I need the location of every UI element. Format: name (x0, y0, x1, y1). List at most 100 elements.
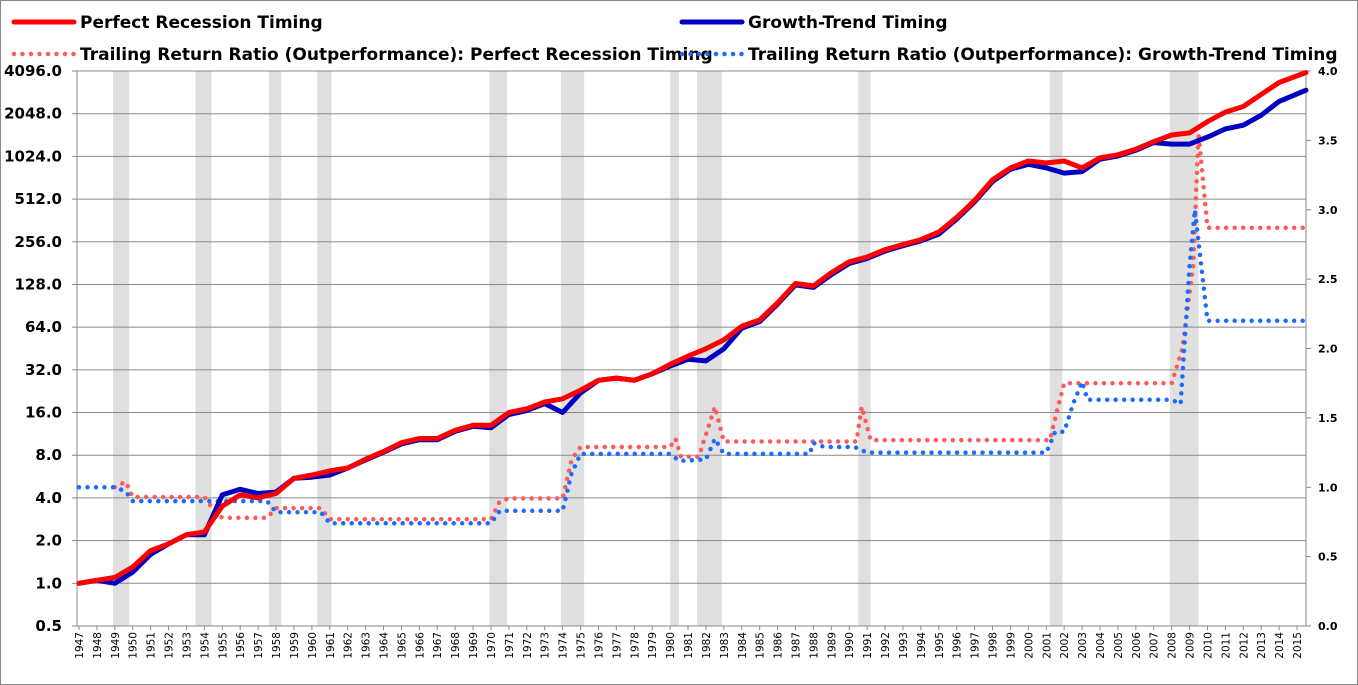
left-tick-label: 32.0 (25, 361, 62, 379)
x-tick-label: 1978 (629, 632, 641, 659)
x-tick-label: 2012 (1238, 632, 1250, 659)
x-tick-label: 1983 (719, 632, 731, 659)
x-tick-label: 1972 (522, 632, 534, 659)
x-tick-label: 2011 (1220, 632, 1232, 659)
x-tick-label: 2005 (1113, 632, 1125, 659)
x-tick-label: 1949 (110, 632, 122, 659)
recession-band (195, 71, 212, 626)
x-tick-label: 1957 (253, 632, 265, 659)
right-tick-label: 0.0 (1318, 620, 1338, 633)
x-tick-label: 1975 (576, 632, 588, 659)
x-tick-label: 1960 (307, 632, 319, 659)
x-tick-label: 1948 (92, 632, 104, 659)
x-tick-label: 1999 (1005, 632, 1017, 659)
recession-band (1049, 71, 1063, 626)
x-tick-label: 2003 (1077, 632, 1089, 659)
x-tick-label: 1954 (199, 632, 211, 659)
x-tick-label: 1951 (146, 632, 158, 659)
recession-band (113, 71, 130, 626)
left-tick-label: 2048.0 (4, 105, 62, 123)
series-line-2 (112, 131, 1309, 522)
recession-band (268, 71, 282, 626)
left-tick-label: 128.0 (15, 275, 62, 293)
x-tick-label: 1980 (665, 632, 677, 659)
x-tick-label: 1981 (683, 632, 695, 659)
x-tick-label: 1967 (432, 632, 444, 659)
left-tick-label: 64.0 (25, 318, 62, 336)
x-tick-label: 1992 (880, 632, 892, 659)
right-tick-label: 2.5 (1318, 273, 1338, 286)
series-line-1 (76, 87, 1309, 586)
recession-band (560, 71, 585, 626)
series-line-3 (76, 207, 1309, 526)
x-tick-label: 2014 (1274, 632, 1286, 659)
x-tick-label: 2008 (1167, 632, 1179, 659)
x-tick-label: 1982 (701, 632, 713, 659)
series-line-0 (76, 70, 1309, 586)
left-tick-label: 4.0 (35, 489, 62, 507)
x-tick-label: 1993 (898, 632, 910, 659)
left-tick-label: 512.0 (15, 190, 62, 208)
x-tick-label: 1965 (396, 632, 408, 659)
x-tick-label: 1950 (128, 632, 140, 659)
right-tick-label: 3.0 (1318, 204, 1338, 217)
x-tick-label: 2004 (1095, 632, 1107, 659)
left-tick-label: 256.0 (15, 233, 62, 251)
legend-label-3: Trailing Return Ratio (Outperformance): … (748, 45, 1338, 65)
x-tick-label: 2015 (1292, 632, 1304, 659)
left-tick-label: 2.0 (35, 532, 62, 550)
right-tick-label: 2.0 (1318, 343, 1338, 356)
right-tick-label: 4.0 (1318, 65, 1338, 78)
x-tick-label: 1990 (844, 632, 856, 659)
x-tick-label: 1970 (486, 632, 498, 659)
x-tick-label: 2010 (1202, 632, 1214, 659)
axes: 0.5 1.0 2.0 4.0 8.0 16.0 32.0 64.0 128.0 256.0 512… (4, 62, 1338, 659)
x-tick-label: 1974 (558, 632, 570, 659)
x-tick-label: 1962 (343, 632, 355, 659)
x-tick-label: 1977 (611, 632, 623, 659)
recession-band (489, 71, 508, 626)
x-tick-label: 1968 (450, 632, 462, 659)
x-tick-label: 1996 (952, 632, 964, 659)
x-tick-label: 2007 (1149, 632, 1161, 659)
x-tick-label: 1961 (325, 632, 337, 659)
x-tick-label: 2002 (1059, 632, 1071, 659)
right-tick-label: 3.5 (1318, 134, 1338, 147)
recession-band (1169, 71, 1199, 626)
x-tick-label: 1953 (181, 632, 193, 659)
x-tick-label: 1997 (970, 632, 982, 659)
x-tick-label: 1998 (988, 632, 1000, 659)
recession-bands (113, 71, 1199, 626)
left-tick-label: 8.0 (35, 446, 62, 464)
left-tick-label: 4096.0 (4, 62, 62, 80)
series-lines (76, 70, 1309, 586)
x-tick-label: 1958 (271, 632, 283, 659)
x-tick-label: 2013 (1256, 632, 1268, 659)
x-tick-label: 1988 (808, 632, 820, 659)
x-tick-label: 1979 (647, 632, 659, 659)
x-tick-label: 1969 (468, 632, 480, 659)
legend: Perfect Recession Timing Growth-Trend Tim… (11, 13, 1338, 65)
recession-band (670, 71, 680, 626)
x-tick-label: 1989 (826, 632, 838, 659)
x-tick-label: 1976 (593, 632, 605, 659)
recession-band (858, 71, 871, 626)
legend-label-0: Perfect Recession Timing (80, 13, 323, 33)
left-tick-label: 1024.0 (4, 147, 62, 165)
legend-label-2: Trailing Return Ratio (Outperformance): … (80, 45, 713, 65)
legend-label-1: Growth-Trend Timing (748, 13, 948, 33)
right-tick-label: 1.5 (1318, 412, 1338, 425)
x-tick-label: 1956 (235, 632, 247, 659)
x-tick-label: 2006 (1131, 632, 1143, 659)
left-tick-label: 16.0 (25, 404, 62, 422)
x-tick-label: 1963 (361, 632, 373, 659)
x-tick-label: 1991 (862, 632, 874, 659)
left-tick-label: 1.0 (35, 574, 62, 592)
x-tick-label: 1995 (934, 632, 946, 659)
x-tick-label: 1955 (217, 632, 229, 659)
gridlines (77, 70, 1306, 584)
right-tick-label: 0.5 (1318, 551, 1338, 564)
x-tick-label: 1973 (540, 632, 552, 659)
x-tick-label: 1959 (289, 632, 301, 659)
